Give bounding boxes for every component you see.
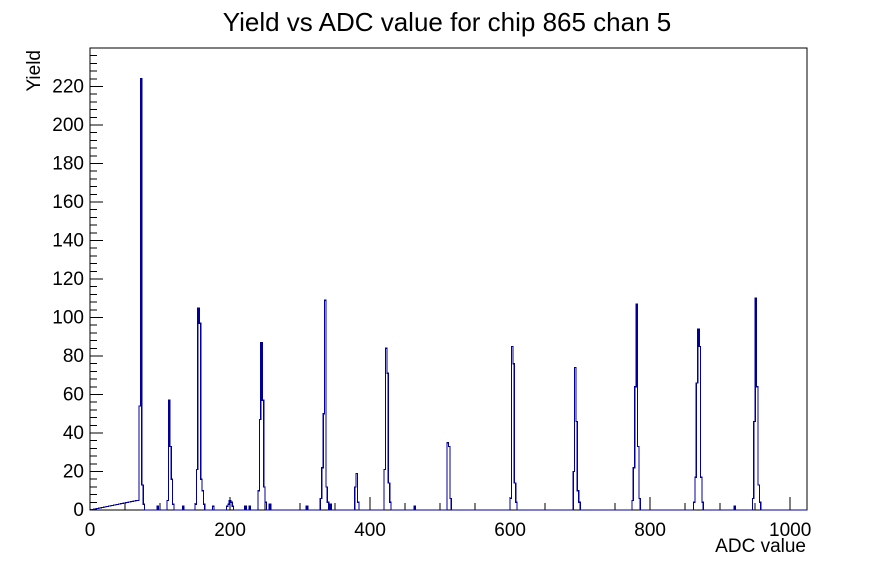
tick-label: 140 [52,231,84,252]
tick-label: 800 [634,520,666,541]
tick-label: 120 [52,269,84,290]
y-axis-title: Yield [24,50,45,92]
tick-label: 60 [63,385,84,406]
tick-label: 100 [52,308,84,329]
tick-label: 220 [52,77,84,98]
y-axis-ticks [90,47,103,511]
tick-label: 0 [73,500,84,521]
tick-label: 1000 [769,520,811,541]
tick-label: 200 [52,115,84,136]
y-axis-tick-labels: 0 20 40 60 80 100 120 140 160 180 200 220 [52,77,84,522]
x-axis-tick-labels: 0 200 400 600 800 1000 [85,520,812,541]
tick-label: 180 [52,154,84,175]
tick-label: 160 [52,192,84,213]
tick-label: 40 [63,423,84,444]
tick-label: 600 [494,520,526,541]
chart-title: Yield vs ADC value for chip 865 chan 5 [223,7,672,37]
tick-label: 0 [85,520,96,541]
histogram-line [89,78,807,511]
tick-label: 80 [63,346,84,367]
tick-label: 20 [63,462,84,483]
x-axis-title: ADC value [715,536,806,557]
tick-label: 400 [354,520,386,541]
tick-label: 200 [214,520,246,541]
